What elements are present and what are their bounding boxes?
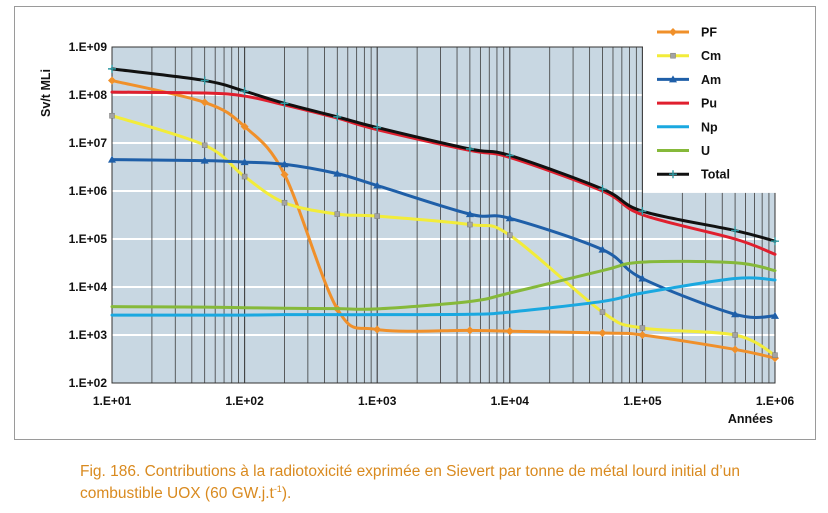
x-axis-title: Années [728, 412, 773, 426]
point-am [280, 160, 289, 168]
point-am [598, 245, 607, 253]
line-u [110, 259, 777, 311]
point-am [108, 155, 116, 163]
point-total [465, 144, 474, 153]
legend: PF Cm Am Pu Np U Total [643, 15, 781, 193]
point-total [731, 226, 740, 235]
point-pf [108, 76, 116, 85]
point-cm [507, 232, 513, 238]
point-am [333, 169, 342, 177]
x-tick-label: 1.E+06 [756, 394, 795, 408]
point-total [598, 185, 607, 194]
point-pf [280, 170, 289, 179]
point-total [638, 207, 647, 216]
y-tick-label: 1.E+06 [69, 184, 108, 198]
point-total [200, 76, 209, 85]
y-tick-label: 1.E+05 [69, 232, 108, 246]
x-tick-label: 1.E+05 [623, 394, 662, 408]
y-tick-label: 1.E+02 [69, 376, 108, 390]
x-tick-label: 1.E+02 [225, 394, 264, 408]
series-pf [108, 76, 779, 363]
point-am [638, 274, 647, 282]
point-pf [373, 325, 382, 334]
point-pf [505, 327, 514, 336]
point-am [240, 158, 249, 166]
radiotoxicity-chart: 1.E+02 1.E+03 1.E+04 1.E+05 1.E+06 1.E+07 1.E+… [39, 15, 795, 426]
point-cm [334, 211, 341, 217]
point-pf [240, 122, 249, 131]
point-am [465, 210, 474, 218]
x-tick-label: 1.E+01 [93, 394, 132, 408]
point-am [771, 311, 779, 319]
point-cm [772, 352, 778, 358]
point-am [731, 310, 740, 318]
legend-marker-total [669, 170, 677, 179]
point-pf [731, 345, 740, 354]
legend-label-pu: Pu [701, 97, 717, 111]
y-tick-label: 1.E+04 [69, 280, 108, 294]
series-u [110, 259, 777, 311]
point-cm [241, 173, 248, 180]
point-total [505, 151, 514, 160]
point-cm [109, 112, 115, 119]
line-total [110, 67, 777, 243]
line-am [110, 158, 777, 319]
series-np [110, 276, 777, 317]
legend-label-am: Am [701, 73, 721, 87]
series-cm [109, 112, 778, 358]
point-pf [200, 98, 209, 107]
point-total [373, 123, 382, 132]
point-cm [599, 309, 606, 315]
point-cm [639, 325, 646, 331]
point-cm [201, 142, 208, 148]
figure-caption: Fig. 186. Contributions à la radiotoxici… [80, 461, 820, 505]
plot-border [111, 46, 776, 384]
point-am [200, 156, 209, 164]
point-total [240, 87, 249, 96]
point-pf [598, 329, 607, 338]
legend-marker-cm [670, 52, 676, 59]
chart-frame: 1.E+02 1.E+03 1.E+04 1.E+05 1.E+06 1.E+07 1.E+… [14, 6, 816, 440]
series-pu [110, 90, 777, 256]
series-total [108, 64, 779, 246]
point-total [771, 237, 779, 246]
line-pu [110, 90, 777, 256]
y-tick-label: 1.E+03 [69, 328, 108, 342]
x-tick-label: 1.E+03 [358, 394, 397, 408]
legend-label-np: Np [701, 120, 718, 134]
y-axis-title: Sv/t MLi [39, 69, 53, 117]
line-cm [110, 114, 777, 357]
point-total [108, 64, 116, 73]
point-am [373, 181, 382, 189]
caption-end: ). [281, 485, 292, 502]
y-tick-label: 1.E+08 [69, 88, 108, 102]
series-am [108, 155, 779, 319]
point-total [280, 99, 289, 108]
x-tick-label: 1.E+04 [491, 394, 530, 408]
caption-superscript: -1 [273, 483, 282, 494]
point-cm [732, 332, 738, 338]
point-cm [374, 213, 380, 219]
point-total [333, 112, 342, 121]
legend-marker-pf [669, 28, 677, 36]
point-cm [281, 199, 288, 206]
legend-label-total: Total [701, 168, 730, 182]
line-np [110, 276, 777, 317]
point-pf [465, 326, 474, 335]
point-cm [467, 221, 473, 228]
y-tick-label: 1.E+07 [69, 136, 108, 150]
legend-marker-am [669, 75, 677, 83]
point-am [505, 214, 514, 222]
caption-text: Fig. 186. Contributions à la radiotoxici… [80, 463, 740, 502]
legend-label-pf: PF [701, 26, 717, 40]
y-tick-label: 1.E+09 [69, 40, 108, 54]
legend-label-cm: Cm [701, 49, 721, 63]
legend-label-u: U [701, 144, 710, 158]
point-pf [638, 331, 647, 339]
